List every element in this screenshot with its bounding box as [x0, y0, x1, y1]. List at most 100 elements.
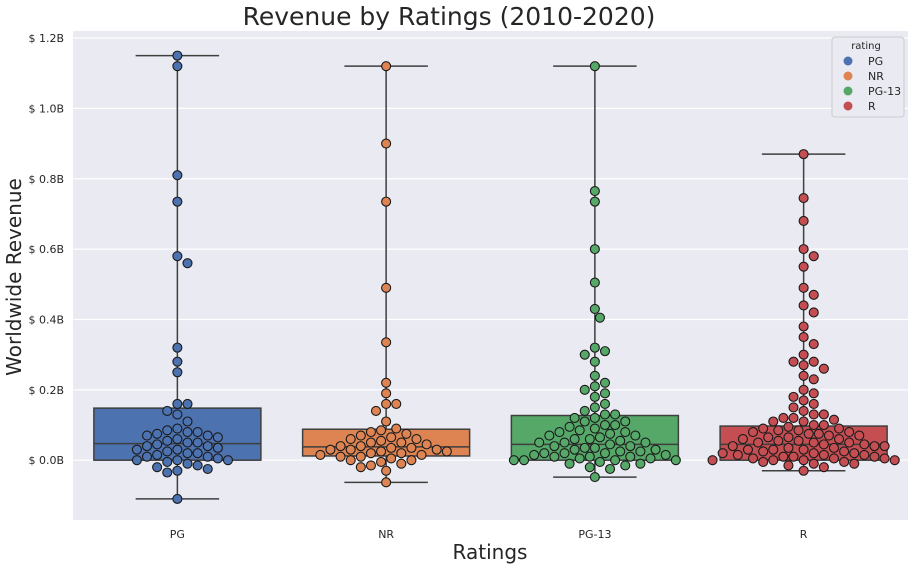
data-point: [620, 416, 631, 427]
data-point: [391, 423, 402, 434]
data-point: [635, 458, 646, 469]
legend-title: rating: [851, 41, 881, 52]
data-point: [381, 282, 392, 293]
data-point: [172, 398, 183, 409]
legend-label-nr: NR: [868, 70, 884, 83]
data-point: [381, 465, 392, 476]
data-point: [406, 442, 417, 453]
data-point: [763, 432, 774, 443]
data-point: [879, 441, 890, 452]
data-point: [365, 427, 376, 438]
data-point: [554, 427, 565, 438]
data-point: [620, 460, 631, 471]
data-point: [823, 430, 834, 441]
data-point: [131, 455, 142, 466]
data-point: [599, 388, 611, 399]
data-point: [747, 427, 759, 438]
data-point: [727, 441, 738, 452]
data-point: [549, 451, 560, 462]
data-point: [172, 356, 183, 367]
data-point: [808, 458, 819, 469]
data-point: [365, 460, 376, 471]
y-tick-label: $ 0.4B: [28, 313, 64, 326]
points-pg-13: [508, 61, 681, 483]
data-point: [818, 419, 829, 431]
data-point: [172, 444, 183, 455]
data-point: [381, 196, 392, 207]
data-point: [386, 453, 397, 464]
data-point: [808, 388, 819, 399]
data-point: [589, 381, 600, 392]
data-point: [589, 244, 600, 255]
data-point: [839, 456, 850, 468]
data-point: [325, 444, 336, 455]
data-point: [345, 444, 356, 455]
data-point: [747, 453, 759, 464]
data-point: [162, 425, 173, 436]
data-point: [202, 451, 213, 462]
data-point: [879, 453, 890, 464]
data-point: [808, 398, 819, 409]
point-layer: [131, 50, 900, 504]
y-axis-title: Worldwide Revenue: [2, 178, 26, 376]
data-point: [589, 61, 600, 72]
x-tick-labels: PG NR PG-13 R: [170, 528, 808, 541]
data-point: [539, 448, 550, 459]
data-point: [365, 448, 376, 459]
data-point: [615, 446, 626, 457]
legend-marker-pg: [843, 56, 853, 66]
data-point: [365, 437, 376, 448]
data-point: [599, 419, 611, 431]
data-point: [182, 258, 193, 269]
data-point: [610, 419, 621, 431]
data-point: [584, 462, 595, 473]
legend-label-r: R: [868, 100, 876, 113]
data-point: [758, 456, 769, 468]
data-point: [564, 421, 575, 432]
data-point: [355, 462, 366, 473]
data-point: [544, 430, 555, 441]
data-point: [564, 458, 575, 469]
data-point: [315, 449, 326, 460]
data-point: [441, 446, 452, 457]
data-point: [152, 449, 163, 460]
data-point: [411, 434, 422, 445]
data-point: [758, 423, 769, 434]
data-point: [859, 449, 870, 460]
data-point: [559, 448, 570, 459]
y-tick-label: $ 1.2B: [28, 32, 64, 45]
data-point: [818, 449, 829, 460]
data-point: [818, 409, 829, 420]
data-point: [798, 370, 809, 381]
data-point: [569, 434, 580, 445]
data-point: [849, 458, 860, 469]
data-point: [355, 441, 366, 452]
data-point: [345, 434, 356, 445]
data-point: [518, 455, 530, 466]
data-point: [172, 455, 183, 466]
points-r: [707, 149, 900, 476]
data-point: [416, 449, 427, 460]
data-point: [844, 427, 855, 438]
data-point: [808, 448, 819, 459]
data-point: [813, 428, 824, 439]
data-point: [584, 451, 595, 462]
data-point: [833, 434, 845, 445]
data-point: [645, 453, 656, 464]
data-point: [192, 460, 203, 471]
data-point: [202, 463, 213, 475]
data-point: [788, 451, 799, 462]
data-point: [141, 430, 153, 441]
data-point: [798, 215, 809, 227]
data-point: [376, 456, 387, 468]
data-point: [788, 412, 799, 424]
data-point: [798, 465, 809, 476]
data-point: [635, 446, 646, 457]
data-point: [594, 432, 605, 443]
data-point: [589, 423, 600, 434]
data-point: [670, 455, 681, 466]
data-point: [589, 342, 600, 353]
x-tick-label: R: [800, 528, 808, 541]
data-point: [793, 425, 804, 436]
data-point: [579, 349, 590, 360]
